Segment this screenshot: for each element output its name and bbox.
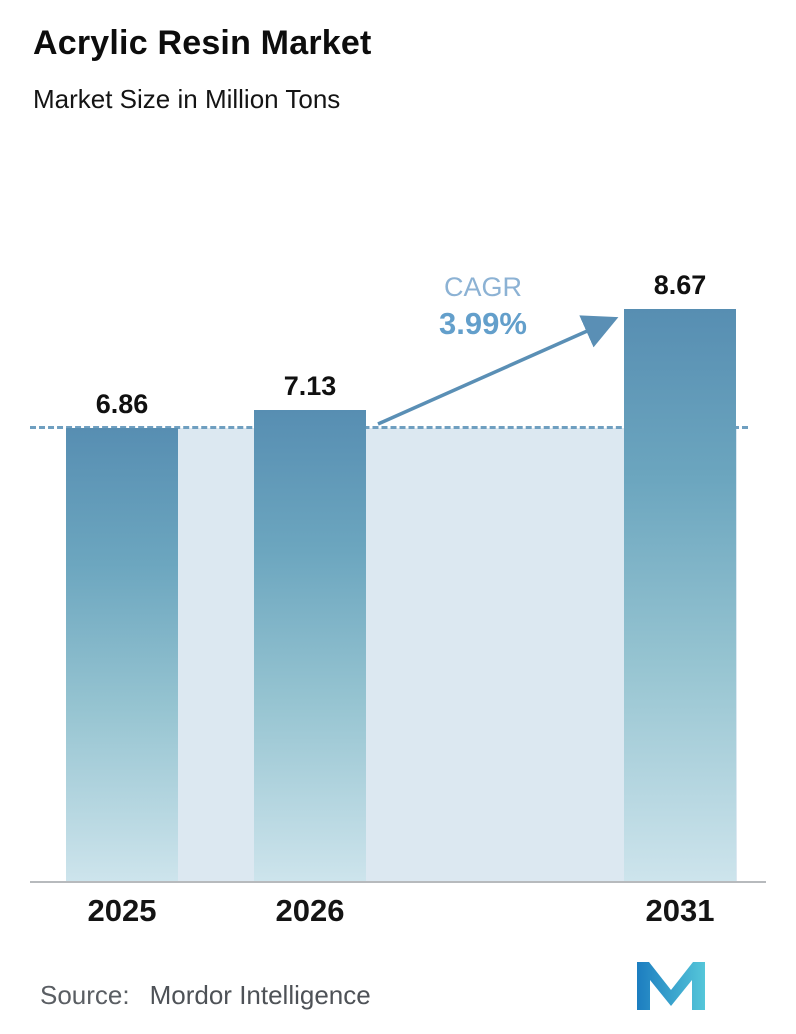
bar-value-label-2026: 7.13 xyxy=(283,371,337,402)
cagr-value: 3.99% xyxy=(439,306,527,341)
source-label: Source: xyxy=(40,980,130,1010)
bar-2026 xyxy=(254,410,366,881)
cagr-arrow-icon xyxy=(377,315,619,426)
bar-2031 xyxy=(624,308,736,881)
bar-value-label-2025: 6.86 xyxy=(95,389,149,420)
x-axis-label-2025: 2025 xyxy=(87,893,157,928)
dashed-line xyxy=(30,426,748,430)
x-axis-label-2031: 2031 xyxy=(645,893,715,928)
x-axis-line xyxy=(30,881,766,883)
mordor-intelligence-logo xyxy=(637,962,705,1010)
chart-subtitle: Market Size in Million Tons xyxy=(33,84,341,114)
source-line: Source: Mordor Intelligence xyxy=(40,980,371,1011)
x-axis-label-2026: 2026 xyxy=(275,893,345,928)
cagr-label: CAGR xyxy=(443,272,522,302)
source-name: Mordor Intelligence xyxy=(149,980,371,1010)
chart-title: Acrylic Resin Market xyxy=(33,24,372,62)
bar-2025 xyxy=(66,428,178,881)
bar-value-label-2031: 8.67 xyxy=(653,269,707,300)
cagr-annotation: CAGR 3.99% xyxy=(408,272,558,342)
